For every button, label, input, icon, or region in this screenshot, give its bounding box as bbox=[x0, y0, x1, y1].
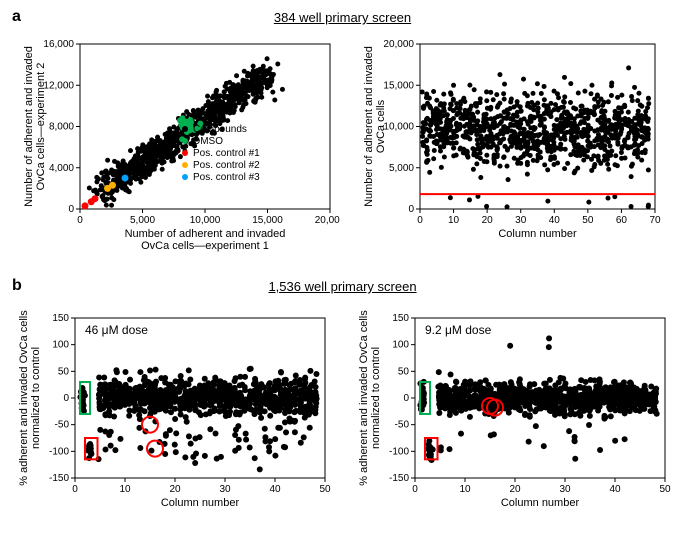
svg-text:70: 70 bbox=[649, 215, 661, 226]
svg-text:10: 10 bbox=[459, 484, 471, 495]
svg-text:-100: -100 bbox=[49, 446, 69, 457]
svg-text:150: 150 bbox=[52, 313, 69, 324]
svg-text:normalized to control: normalized to control bbox=[370, 347, 382, 449]
svg-text:20: 20 bbox=[169, 484, 181, 495]
chart-b-left: 0 10 20 30 40 50 -150 -100 -50 0 50 100 150 Column nu… bbox=[10, 298, 335, 528]
panel-b-label: b bbox=[12, 277, 22, 295]
svg-text:20: 20 bbox=[482, 215, 494, 226]
chart-b-right: 0 10 20 30 40 50 -150 -100 -50 0 50 100 150 Column nu… bbox=[350, 298, 675, 528]
svg-text:Number of adherent and invaded: Number of adherent and invaded bbox=[125, 228, 286, 240]
svg-text:OvCa cells—experiment 1: OvCa cells—experiment 1 bbox=[141, 240, 269, 252]
panel-a-label: a bbox=[12, 8, 21, 26]
panel-a-title: 384 well primary screen bbox=[10, 10, 675, 25]
svg-text:30: 30 bbox=[559, 484, 571, 495]
svg-text:Pos. control #1: Pos. control #1 bbox=[193, 148, 260, 159]
svg-text:50: 50 bbox=[58, 366, 70, 377]
svg-text:-100: -100 bbox=[389, 446, 409, 457]
svg-text:20,000: 20,000 bbox=[315, 215, 340, 226]
svg-text:5,000: 5,000 bbox=[389, 163, 414, 174]
svg-text:% adherent and invaded OvCa ce: % adherent and invaded OvCa cells bbox=[358, 310, 370, 486]
svg-text:Pos. control #2: Pos. control #2 bbox=[193, 160, 260, 171]
svg-text:4,000: 4,000 bbox=[49, 163, 74, 174]
svg-text:150: 150 bbox=[392, 313, 409, 324]
svg-text:OvCa cells: OvCa cells bbox=[375, 99, 387, 153]
svg-text:0: 0 bbox=[408, 204, 414, 215]
svg-text:50: 50 bbox=[319, 484, 331, 495]
svg-text:10,000: 10,000 bbox=[190, 215, 221, 226]
svg-text:0: 0 bbox=[63, 393, 69, 404]
svg-text:Pos. control #3: Pos. control #3 bbox=[193, 172, 260, 183]
panel-b: b 1,536 well primary screen 0 10 20 30 40 50 -… bbox=[10, 279, 675, 528]
svg-text:-50: -50 bbox=[395, 420, 410, 431]
svg-text:Number of adherent and invaded: Number of adherent and invaded bbox=[23, 46, 35, 207]
svg-text:15,000: 15,000 bbox=[252, 215, 283, 226]
svg-text:DMSO: DMSO bbox=[193, 136, 223, 147]
svg-text:normalized to control: normalized to control bbox=[30, 347, 42, 449]
svg-text:50: 50 bbox=[398, 366, 410, 377]
svg-text:0: 0 bbox=[412, 484, 418, 495]
svg-text:50: 50 bbox=[659, 484, 671, 495]
panel-b-title: 1,536 well primary screen bbox=[10, 279, 675, 294]
svg-text:30: 30 bbox=[219, 484, 231, 495]
svg-text:20: 20 bbox=[509, 484, 521, 495]
svg-text:0: 0 bbox=[68, 204, 74, 215]
svg-text:-150: -150 bbox=[389, 473, 409, 484]
svg-text:40: 40 bbox=[269, 484, 281, 495]
svg-text:20,000: 20,000 bbox=[383, 39, 414, 50]
chart-a-left: 0 5,000 10,000 15,000 20,000 0 4,000 8,000 12,00… bbox=[10, 29, 340, 259]
svg-text:0: 0 bbox=[77, 215, 83, 226]
svg-text:10: 10 bbox=[448, 215, 460, 226]
svg-text:OvCa cells—experiment 2: OvCa cells—experiment 2 bbox=[35, 63, 47, 191]
svg-text:Column number: Column number bbox=[501, 497, 580, 509]
svg-text:100: 100 bbox=[52, 340, 69, 351]
svg-text:-150: -150 bbox=[49, 473, 69, 484]
panel-a: a 384 well primary screen 0 5,000 10,000 15… bbox=[10, 10, 675, 259]
svg-text:15,000: 15,000 bbox=[383, 80, 414, 91]
svg-text:% adherent and invaded OvCa ce: % adherent and invaded OvCa cells bbox=[18, 310, 30, 486]
svg-text:8,000: 8,000 bbox=[49, 122, 74, 133]
svg-text:30: 30 bbox=[515, 215, 527, 226]
svg-text:50: 50 bbox=[582, 215, 594, 226]
svg-text:10,000: 10,000 bbox=[383, 122, 414, 133]
svg-text:9.2 μM dose: 9.2 μM dose bbox=[425, 323, 492, 337]
svg-text:0: 0 bbox=[417, 215, 423, 226]
svg-text:Column number: Column number bbox=[161, 497, 240, 509]
svg-text:46 μM dose: 46 μM dose bbox=[85, 323, 148, 337]
chart-a-right: 0 10 20 30 40 50 60 70 0 5,000 10,000 15,000 20,000 C… bbox=[355, 29, 665, 259]
svg-text:0: 0 bbox=[403, 393, 409, 404]
svg-text:Compounds: Compounds bbox=[193, 124, 247, 135]
svg-text:16,000: 16,000 bbox=[43, 39, 74, 50]
svg-text:40: 40 bbox=[609, 484, 621, 495]
svg-text:12,000: 12,000 bbox=[43, 80, 74, 91]
svg-text:Number of adherent and invaded: Number of adherent and invaded bbox=[363, 46, 375, 207]
svg-text:100: 100 bbox=[392, 340, 409, 351]
svg-text:0: 0 bbox=[72, 484, 78, 495]
svg-text:60: 60 bbox=[616, 215, 628, 226]
svg-text:5,000: 5,000 bbox=[130, 215, 155, 226]
svg-text:-50: -50 bbox=[55, 420, 70, 431]
svg-text:10: 10 bbox=[119, 484, 131, 495]
svg-text:40: 40 bbox=[549, 215, 561, 226]
svg-text:Column number: Column number bbox=[498, 228, 577, 240]
